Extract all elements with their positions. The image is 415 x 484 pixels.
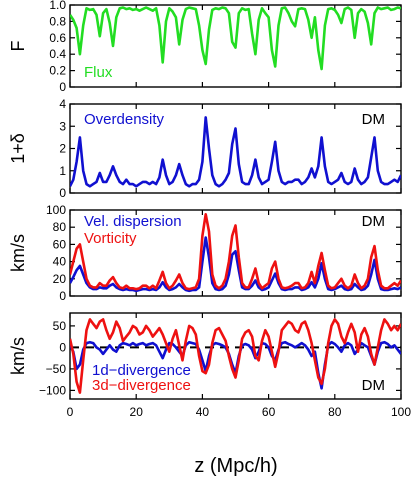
y-tick-label: 80 — [53, 220, 67, 234]
y-tick-label: 100 — [46, 203, 66, 217]
series-line-3d-divergence — [70, 318, 401, 394]
annotation-1d-divergence: 1d−divergence — [92, 362, 191, 379]
y-axis-label: km/s — [8, 234, 28, 272]
y-tick-label: 0 — [59, 340, 66, 354]
annotation-flux: Flux — [84, 64, 113, 81]
y-tick-label: 4 — [59, 97, 66, 111]
y-tick-label: 0 — [59, 186, 66, 200]
y-tick-label: 0.8 — [49, 14, 66, 28]
series-line-flux — [70, 6, 401, 71]
x-tick-label: 0 — [67, 405, 74, 419]
series-line-vorticity — [70, 213, 401, 291]
y-axis-label: F — [8, 41, 28, 52]
y-axis-label: 1+δ — [8, 133, 28, 164]
annotation-vorticity: Vorticity — [84, 230, 137, 247]
y-tick-label: 50 — [53, 319, 67, 333]
panels: 0 0.2 0.4 0.6 0.8 1.0 F Flux 0 1 2 3 4 1+δ Overdensity… — [8, 0, 411, 419]
y-axis-label: km/s — [8, 337, 28, 375]
x-tick-label: 20 — [130, 405, 144, 419]
y-tick-label: −50 — [46, 362, 67, 376]
y-tick-label: 1.0 — [49, 0, 66, 12]
x-tick-label: 60 — [262, 405, 276, 419]
annotation-vel-dispersion: Vel. dispersion — [84, 213, 182, 230]
y-tick-label: 3 — [59, 119, 66, 133]
plot-frame — [69, 4, 402, 88]
plot-frame — [69, 209, 402, 297]
y-tick-label: 2 — [59, 142, 66, 156]
annotation-dm: DM — [362, 377, 385, 394]
y-tick-label: 40 — [53, 255, 67, 269]
x-tick-label: 80 — [328, 405, 342, 419]
series-line-vel-dispersion — [70, 236, 401, 293]
annotation-dm: DM — [362, 213, 385, 230]
panel-2: 0 1 2 3 4 1+δ Overdensity DM — [8, 97, 402, 200]
x-tick-label: 40 — [196, 405, 210, 419]
y-tick-label: 60 — [53, 237, 67, 251]
y-tick-label: −100 — [39, 383, 66, 397]
y-tick-label: 20 — [53, 272, 67, 286]
y-tick-label: 0.2 — [49, 64, 66, 78]
y-tick-label: 0 — [59, 289, 66, 303]
x-axis-label: z (Mpc/h) — [194, 455, 277, 477]
series-line-overdensity — [70, 116, 401, 188]
plot-frame — [69, 312, 402, 400]
annotation-overdensity: Overdensity — [84, 111, 165, 128]
y-tick-label: 0.4 — [49, 47, 66, 61]
y-tick-label: 1 — [59, 164, 66, 178]
panel-1: 0 0.2 0.4 0.6 0.8 1.0 F Flux — [8, 0, 402, 94]
panel-4: −100 −50 0 50 0 20 40 60 80 100 km/s 1d−divergence3… — [8, 312, 411, 419]
annotation-3d-divergence: 3d−divergence — [92, 377, 191, 394]
y-tick-label: 0 — [59, 80, 66, 94]
x-tick-label: 100 — [391, 405, 411, 419]
y-tick-label: 0.6 — [49, 31, 66, 45]
panel-3: 0 20 40 60 80 100 km/s Vel. dispersionVorticity… — [8, 203, 402, 303]
annotation-dm: DM — [362, 111, 385, 128]
